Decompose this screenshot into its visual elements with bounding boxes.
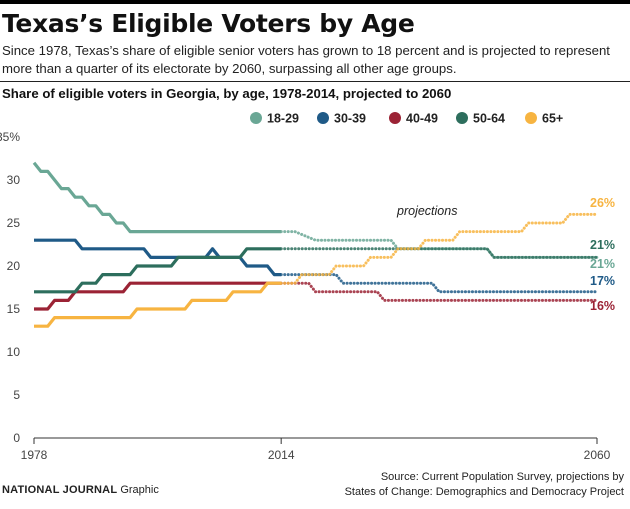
y-tick-label: 15 <box>7 302 21 316</box>
top-rule <box>0 0 630 4</box>
legend-swatch <box>525 112 537 124</box>
legend-label: 65+ <box>542 112 563 126</box>
chart-title: Share of eligible voters in Georgia, by … <box>2 86 452 101</box>
y-tick-label: 10 <box>7 345 21 359</box>
x-tick-label: 1978 <box>21 448 48 462</box>
series-line-40-49-actual <box>34 281 282 311</box>
brand-suffix: Graphic <box>120 484 159 496</box>
projections-annotation: projections <box>396 204 457 218</box>
x-tick-label: 2060 <box>584 448 611 462</box>
series-line-65--projected <box>279 212 599 285</box>
source-line-1: Source: Current Population Survey, proje… <box>380 471 624 483</box>
subtitle: Since 1978, Texas’s share of eligible se… <box>2 43 610 76</box>
x-axis: 1978 2014 2060 <box>21 437 611 462</box>
source-line-2: States of Change: Demographics and Democ… <box>344 486 624 498</box>
y-tick-label: 25 <box>7 216 21 230</box>
y-tick-label: 30 <box>7 173 21 187</box>
legend: 18-29 30-39 40-49 50-64 65+ <box>250 112 563 126</box>
legend-swatch <box>389 112 401 124</box>
series-line-30-39-actual <box>34 238 282 277</box>
legend-label: 18-29 <box>267 112 299 126</box>
legend-swatch <box>456 112 468 124</box>
legend-swatch <box>250 112 262 124</box>
legend-label: 50-64 <box>473 112 505 126</box>
series-lines <box>32 161 599 328</box>
y-tick-label: 0 <box>13 431 20 445</box>
end-label: 17% <box>590 274 615 288</box>
source-note: Source: Current Population Survey, proje… <box>304 470 624 500</box>
end-labels: 21% 17% 16% 21% 26% <box>590 196 615 313</box>
end-label: 21% <box>590 238 615 252</box>
series-line-65--actual <box>34 281 282 328</box>
x-tick-label: 2014 <box>268 448 295 462</box>
series-line-18-29-actual <box>32 161 282 234</box>
y-axis: 0 5 10 15 20 25 30 35% <box>0 130 20 445</box>
legend-label: 40-49 <box>406 112 438 126</box>
y-tick-label: 35% <box>0 130 20 144</box>
legend-label: 30-39 <box>334 112 366 126</box>
series-line-50-64-actual <box>34 247 282 294</box>
section-divider <box>0 81 630 82</box>
series-line-30-39-projected <box>279 273 599 294</box>
legend-swatch <box>317 112 329 124</box>
footer-brand: NATIONAL JOURNAL Graphic <box>2 484 159 496</box>
end-label: 21% <box>590 257 615 271</box>
series-line-18-29-projected <box>279 230 599 259</box>
series-line-50-64-projected <box>279 247 599 259</box>
end-label: 16% <box>590 299 615 313</box>
brand-name: NATIONAL JOURNAL <box>2 484 118 496</box>
page-title: Texas’s Eligible Voters by Age <box>2 9 415 38</box>
y-tick-label: 5 <box>13 388 20 402</box>
end-label: 26% <box>590 196 615 210</box>
y-tick-label: 20 <box>7 259 21 273</box>
series-line-40-49-projected <box>279 281 599 302</box>
